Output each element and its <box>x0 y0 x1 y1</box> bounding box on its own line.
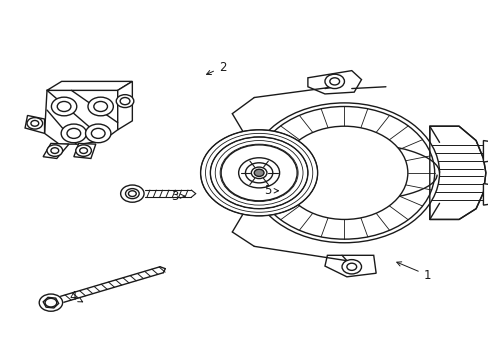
Circle shape <box>249 103 439 243</box>
Circle shape <box>254 169 264 176</box>
Circle shape <box>128 191 136 197</box>
Circle shape <box>67 129 81 138</box>
Polygon shape <box>43 297 59 308</box>
Circle shape <box>200 130 317 216</box>
Circle shape <box>121 185 144 202</box>
Circle shape <box>51 97 77 116</box>
Circle shape <box>341 260 361 274</box>
Circle shape <box>251 167 266 179</box>
Circle shape <box>281 126 407 220</box>
Circle shape <box>116 95 134 108</box>
Circle shape <box>245 163 272 183</box>
Polygon shape <box>43 143 69 158</box>
Circle shape <box>76 145 91 156</box>
Circle shape <box>325 74 344 89</box>
Circle shape <box>57 102 71 112</box>
Text: 5: 5 <box>264 184 278 197</box>
Circle shape <box>47 145 62 156</box>
Polygon shape <box>74 143 96 158</box>
Circle shape <box>210 137 307 209</box>
Circle shape <box>31 121 39 126</box>
Circle shape <box>125 189 139 199</box>
Text: 3: 3 <box>171 190 184 203</box>
Polygon shape <box>118 81 132 130</box>
Polygon shape <box>47 81 132 90</box>
Circle shape <box>88 97 113 116</box>
Polygon shape <box>307 71 361 94</box>
Circle shape <box>91 129 105 138</box>
Circle shape <box>85 124 111 143</box>
Polygon shape <box>44 90 118 144</box>
Circle shape <box>120 98 130 105</box>
Circle shape <box>80 148 87 153</box>
Circle shape <box>27 118 42 129</box>
Circle shape <box>221 145 297 201</box>
Circle shape <box>61 124 86 143</box>
Circle shape <box>51 148 59 153</box>
Polygon shape <box>483 184 488 205</box>
Circle shape <box>94 102 107 112</box>
Circle shape <box>45 298 57 307</box>
Circle shape <box>329 78 339 85</box>
Text: 4: 4 <box>69 290 82 303</box>
Polygon shape <box>483 140 488 162</box>
Polygon shape <box>429 126 485 220</box>
Polygon shape <box>325 255 375 277</box>
Circle shape <box>238 158 279 188</box>
Polygon shape <box>25 116 44 134</box>
Text: 1: 1 <box>396 262 430 282</box>
Circle shape <box>39 294 62 311</box>
Text: 2: 2 <box>206 60 226 75</box>
Circle shape <box>346 263 356 270</box>
